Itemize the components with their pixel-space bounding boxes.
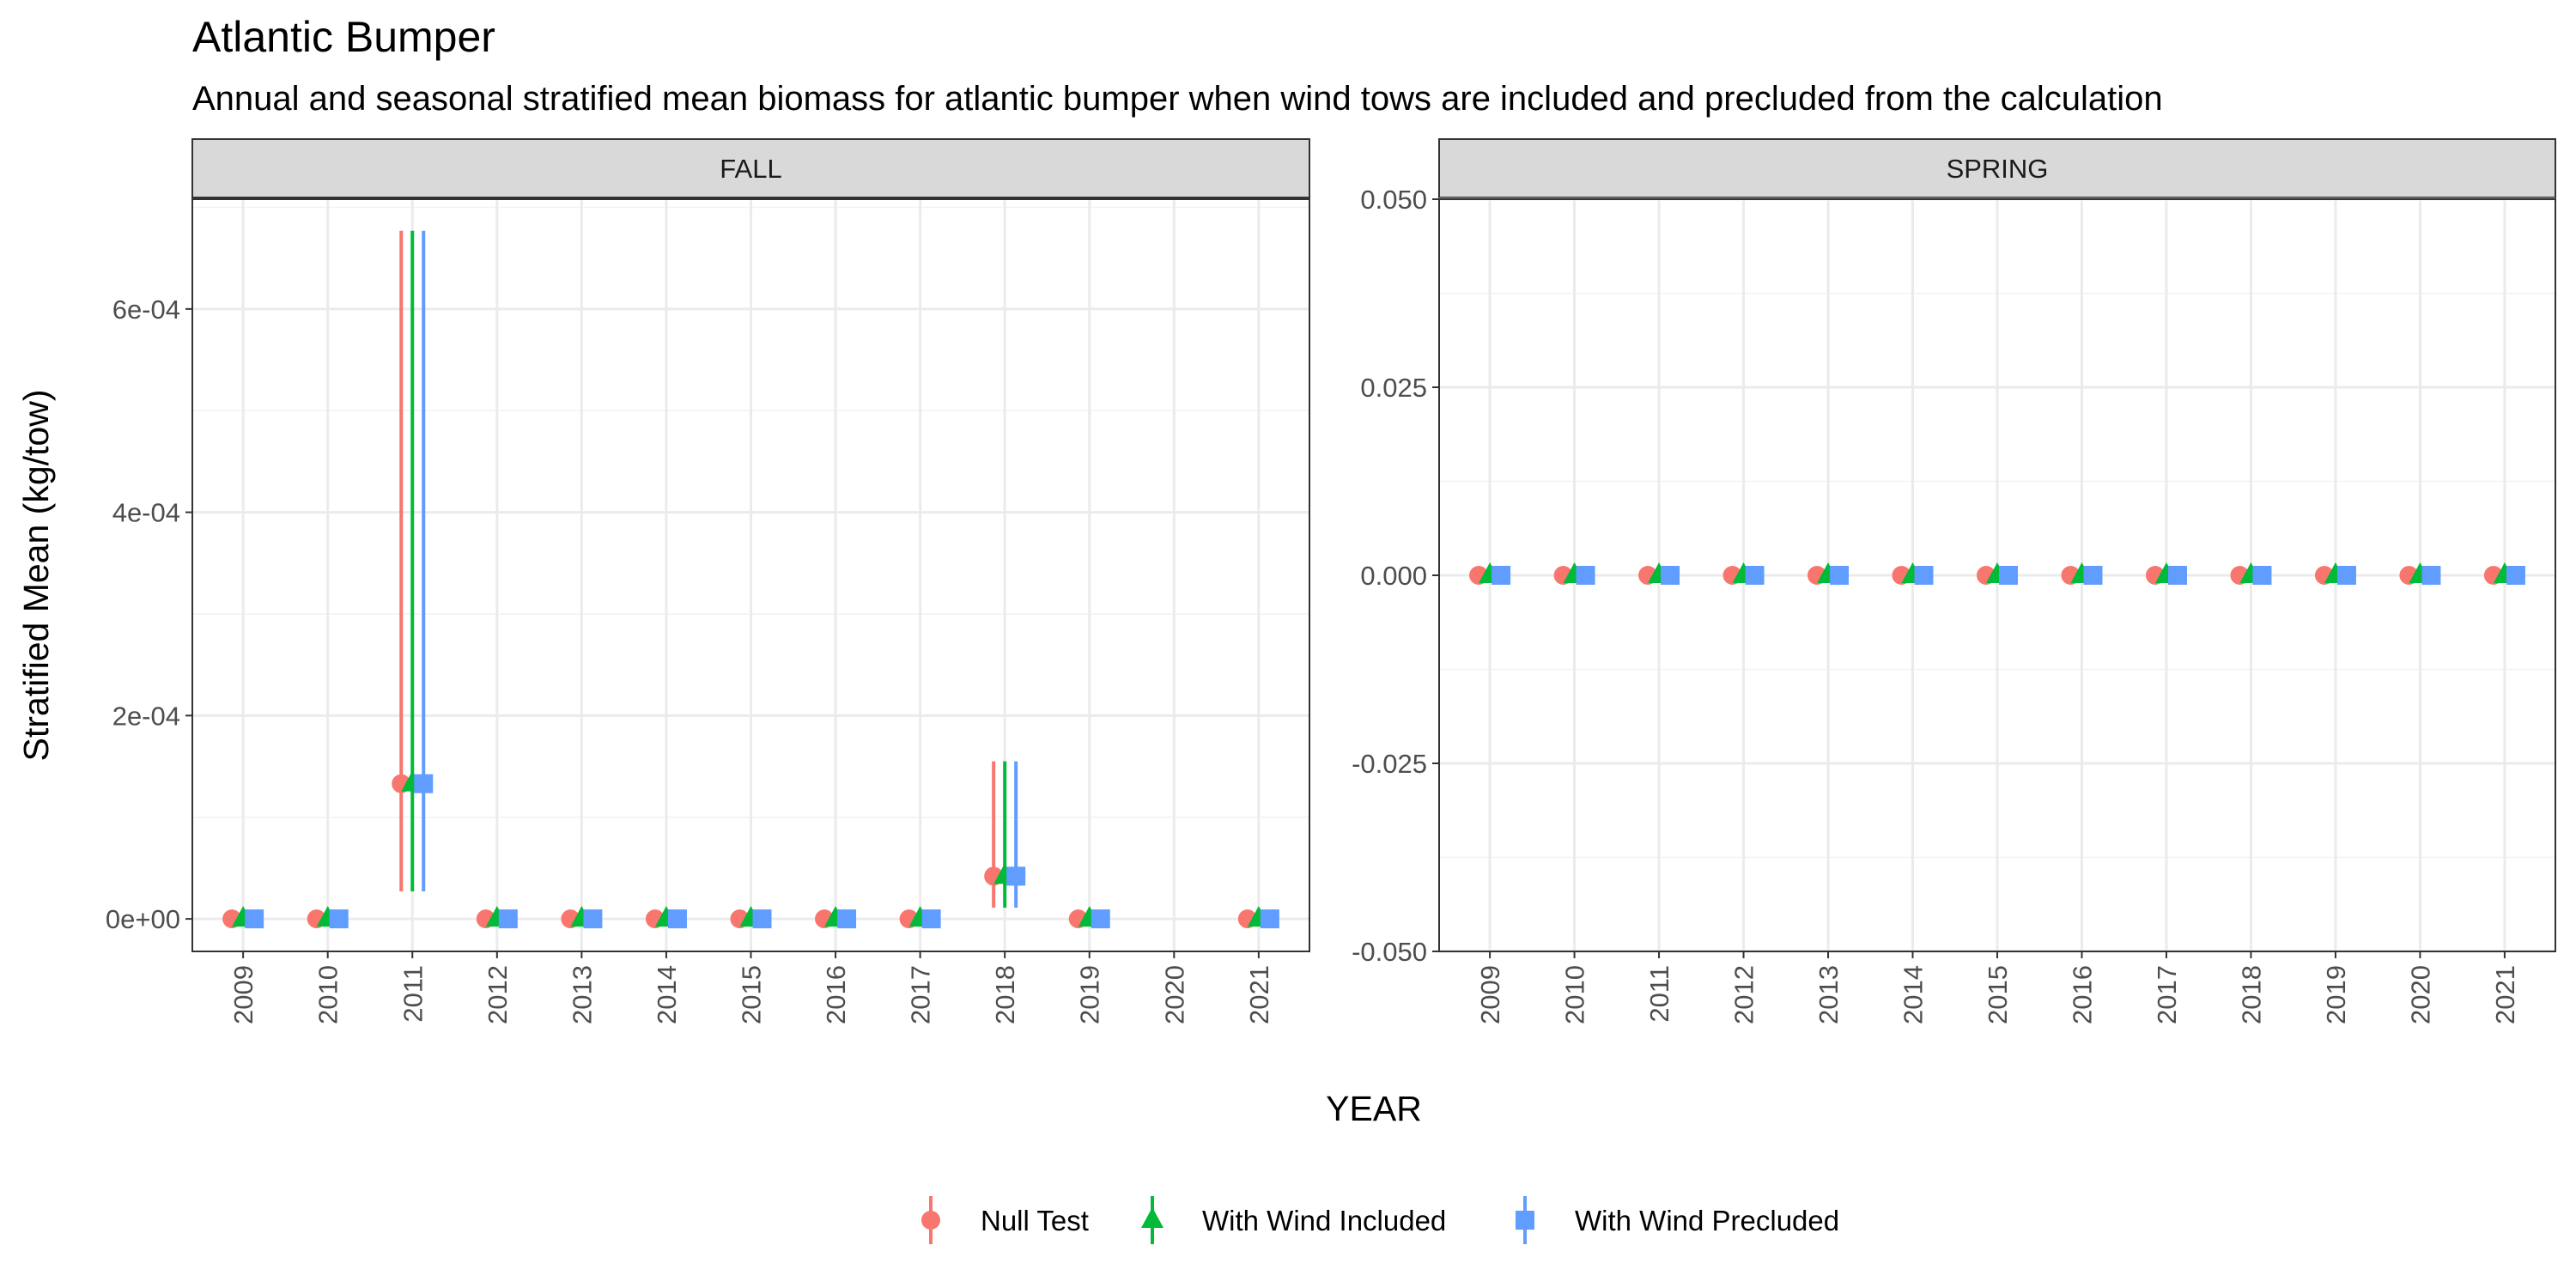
legend-key-symbol bbox=[1141, 1207, 1163, 1228]
x-tick-label: 2010 bbox=[313, 965, 343, 1024]
x-tick-label: 2018 bbox=[990, 965, 1020, 1024]
data-point bbox=[1576, 566, 1595, 585]
data-point bbox=[498, 909, 518, 929]
legend-label: Null Test bbox=[981, 1205, 1089, 1236]
data-point bbox=[1745, 566, 1765, 585]
data-point bbox=[1260, 909, 1279, 929]
x-tick-label: 2021 bbox=[1244, 965, 1274, 1024]
legend-entry: With Wind Precluded bbox=[1516, 1196, 1839, 1244]
x-tick-label: 2012 bbox=[483, 965, 513, 1024]
data-point bbox=[1492, 566, 1511, 585]
x-tick-label: 2014 bbox=[1899, 965, 1929, 1024]
x-axis-title: YEAR bbox=[1326, 1089, 1422, 1128]
data-point bbox=[2421, 566, 2441, 585]
x-tick-label: 2009 bbox=[1475, 965, 1505, 1024]
data-point bbox=[2506, 566, 2525, 585]
x-tick-label: 2019 bbox=[2321, 965, 2351, 1024]
data-point bbox=[667, 909, 687, 929]
x-tick-label: 2020 bbox=[2405, 965, 2435, 1024]
y-tick-label: 0e+00 bbox=[106, 904, 180, 934]
legend-entry: Null Test bbox=[921, 1196, 1089, 1244]
data-point bbox=[1091, 909, 1110, 929]
series-with-wind-precluded bbox=[245, 230, 1279, 929]
facet-strip bbox=[1438, 138, 2556, 198]
x-tick-label: 2015 bbox=[737, 965, 767, 1024]
facet-strip bbox=[191, 138, 1310, 198]
data-point bbox=[583, 909, 603, 929]
y-tick-label: -0.050 bbox=[1352, 937, 1427, 967]
y-tick-label: 0.000 bbox=[1360, 561, 1427, 591]
data-point bbox=[2252, 566, 2272, 585]
y-tick-label: 6e-04 bbox=[112, 295, 180, 325]
y-tick-label: 0.050 bbox=[1360, 185, 1427, 215]
chart-title: Atlantic Bumper bbox=[192, 13, 495, 61]
data-point bbox=[1914, 566, 1934, 585]
legend: Null Test With Wind Included With Wind Pre… bbox=[921, 1196, 1839, 1244]
y-tick-label: 4e-04 bbox=[112, 498, 180, 528]
data-point bbox=[921, 909, 941, 929]
facet-panels: FALL 0e+00 2e-04 4e-04 6e-04 2009 2010 2011 2012… bbox=[106, 138, 2556, 1024]
legend-label: With Wind Precluded bbox=[1575, 1205, 1839, 1236]
series-with-wind-precluded bbox=[1492, 566, 2525, 585]
legend-key-symbol bbox=[1516, 1211, 1534, 1230]
data-point bbox=[1830, 566, 1850, 585]
panel-border bbox=[1438, 198, 2556, 952]
y-tick-label: -0.025 bbox=[1352, 749, 1427, 779]
data-point bbox=[1006, 866, 1026, 886]
x-tick-label: 2017 bbox=[906, 965, 936, 1024]
data-point bbox=[329, 909, 349, 929]
data-point bbox=[245, 909, 264, 929]
y-tick-label: 0.025 bbox=[1360, 373, 1427, 403]
x-tick-label: 2013 bbox=[567, 965, 597, 1024]
x-tick-label: 2021 bbox=[2490, 965, 2520, 1024]
x-tick-label: 2017 bbox=[2152, 965, 2182, 1024]
facet-strip-label: FALL bbox=[720, 154, 781, 184]
x-tick-label: 2013 bbox=[1814, 965, 1844, 1024]
x-tick-label: 2018 bbox=[2236, 965, 2266, 1024]
x-tick-label: 2016 bbox=[2067, 965, 2097, 1024]
facet-spring: SPRING -0.050 -0.025 0.000 0.025 0.050 2009 201… bbox=[1352, 138, 2556, 1024]
x-tick-label: 2016 bbox=[821, 965, 851, 1024]
x-tick-label: 2011 bbox=[1644, 965, 1674, 1023]
legend-entry: With Wind Included bbox=[1141, 1196, 1446, 1244]
x-tick-label: 2012 bbox=[1729, 965, 1759, 1024]
chart-subtitle: Annual and seasonal stratified mean biom… bbox=[192, 80, 2163, 118]
facet-fall: FALL 0e+00 2e-04 4e-04 6e-04 2009 2010 2011 2012… bbox=[106, 138, 1310, 1024]
panel-border bbox=[191, 198, 1310, 952]
facet-strip-label: SPRING bbox=[1947, 154, 2049, 184]
data-point bbox=[1999, 566, 2018, 585]
x-tick-label: 2011 bbox=[398, 965, 428, 1023]
legend-key-symbol bbox=[921, 1211, 940, 1230]
data-point bbox=[2083, 566, 2103, 585]
y-axis-title: Stratified Mean (kg/tow) bbox=[16, 390, 56, 762]
x-tick-label: 2019 bbox=[1075, 965, 1105, 1024]
data-point bbox=[414, 774, 434, 793]
x-tick-label: 2015 bbox=[1983, 965, 2013, 1024]
data-point bbox=[752, 909, 772, 929]
y-tick-label: 2e-04 bbox=[112, 701, 180, 731]
x-tick-label: 2009 bbox=[228, 965, 258, 1024]
data-point bbox=[2167, 566, 2187, 585]
data-point bbox=[2336, 566, 2356, 585]
data-point bbox=[1661, 566, 1680, 585]
x-tick-label: 2010 bbox=[1560, 965, 1590, 1024]
legend-label: With Wind Included bbox=[1202, 1205, 1446, 1236]
x-tick-label: 2020 bbox=[1159, 965, 1189, 1024]
x-tick-label: 2014 bbox=[652, 965, 682, 1024]
data-point bbox=[837, 909, 857, 929]
